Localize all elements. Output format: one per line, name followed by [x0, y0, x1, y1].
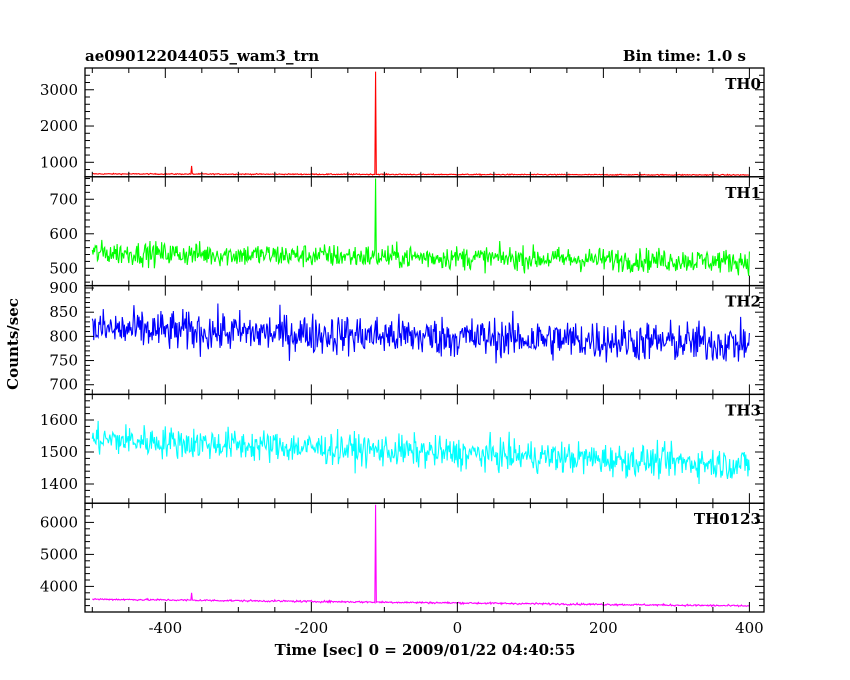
panel-label-th2: TH2 [725, 293, 761, 311]
x-tick-label: 0 [453, 619, 463, 637]
y-tick-label: 900 [49, 279, 78, 297]
x-tick-labels: -400 -200 0 200 400 [148, 619, 763, 637]
panel-th0123: 4000 5000 6000 TH0123 [40, 502, 765, 613]
x-tick-label: -400 [148, 619, 182, 637]
series-th0 [92, 71, 750, 177]
y-tick-label: 700 [49, 376, 78, 394]
y-tick-label: 700 [49, 190, 78, 208]
y-tick-label: 500 [49, 259, 78, 277]
panel-label-th3: TH3 [725, 401, 761, 419]
panel-frame [84, 176, 765, 287]
y-tick-label: 850 [49, 303, 78, 321]
series-th3 [91, 420, 750, 484]
y-axis-label: Counts/sec [4, 298, 22, 390]
series-th0123 [92, 504, 750, 608]
y-tick-label: 800 [49, 327, 78, 345]
panel-label-th0: TH0 [725, 75, 761, 93]
series-th1 [91, 178, 750, 276]
panels-group: 1000 2000 3000 TH0 500 600 700 TH1 700 750 800 850 9… [40, 67, 765, 613]
panel-label-th1: TH1 [725, 184, 761, 202]
panel-label-th0123: TH0123 [694, 510, 761, 528]
panel-frame [84, 502, 765, 613]
x-axis-label: Time [sec] 0 = 2009/01/22 04:40:55 [275, 641, 576, 659]
y-tick-label: 6000 [40, 513, 78, 531]
x-tick-label: 200 [589, 619, 618, 637]
y-tick-label: 3000 [40, 81, 78, 99]
y-tick-label: 5000 [40, 545, 78, 563]
y-tick-label: 600 [49, 225, 78, 243]
x-tick-label: 400 [735, 619, 764, 637]
chart-title: ae090122044055_wam3_trn [85, 47, 319, 65]
panel-th2: 700 750 800 850 900 TH2 [49, 279, 765, 396]
panel-th0: 1000 2000 3000 TH0 [40, 67, 765, 178]
y-tick-label: 750 [49, 352, 78, 370]
bin-time-label: Bin time: 1.0 s [623, 47, 746, 65]
y-tick-label: 1500 [40, 443, 78, 461]
y-tick-label: 1400 [40, 475, 78, 493]
panel-th1: 500 600 700 TH1 [49, 176, 765, 287]
series-th2 [91, 303, 750, 364]
y-tick-label: 1600 [40, 411, 78, 429]
y-tick-label: 2000 [40, 117, 78, 135]
x-tick-label: -200 [294, 619, 328, 637]
panel-frame [84, 67, 765, 178]
y-tick-label: 1000 [40, 153, 78, 171]
panel-th3: 1400 1500 1600 TH3 [40, 393, 765, 504]
y-tick-label: 4000 [40, 577, 78, 595]
